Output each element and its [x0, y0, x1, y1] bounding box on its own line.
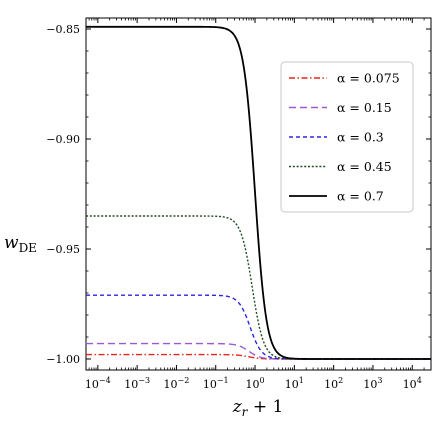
x-tick-label: 104 — [403, 376, 422, 391]
y-tick-label: −0.85 — [46, 23, 80, 36]
y-tick-label: −0.95 — [46, 243, 80, 256]
series-layer — [86, 25, 431, 360]
x-tick-label: 10−4 — [85, 376, 111, 391]
legend-label: α = 0.075 — [337, 71, 400, 86]
series-line — [86, 342, 431, 360]
legend: α = 0.075 α = 0.15 α = 0.3 α = 0.45 α = 0.7 — [280, 61, 414, 213]
legend-items: α = 0.075 α = 0.15 α = 0.3 α = 0.45 α = 0.7 — [289, 71, 400, 204]
x-axis-ticks: 10−4 10−3 10−2 10−1 100 101 102 103 104 — [85, 18, 432, 391]
legend-label: α = 0.15 — [337, 100, 392, 115]
legend-label: α = 0.45 — [337, 159, 392, 174]
legend-label: α = 0.7 — [337, 189, 384, 204]
series-line — [86, 25, 431, 360]
plot-frame — [85, 17, 432, 371]
x-axis-label: zr + 1 — [232, 397, 284, 419]
legend-box — [280, 61, 414, 213]
y-tick-label: −1.00 — [46, 353, 80, 366]
x-tick-label: 10−2 — [164, 376, 190, 391]
x-tick-label: 101 — [285, 376, 304, 391]
series-line — [86, 294, 431, 360]
x-tick-label: 10−1 — [203, 376, 229, 391]
x-tick-label: 100 — [245, 376, 264, 391]
x-tick-label: 102 — [324, 376, 343, 391]
y-axis-ticks: −0.85 −0.90 −0.95 −1.00 — [46, 23, 431, 366]
legend-label: α = 0.3 — [337, 130, 384, 145]
y-axis-label: wDE — [4, 233, 37, 255]
x-tick-label: 103 — [363, 376, 382, 391]
plot-area: 10−4 10−3 10−2 10−1 100 101 102 103 104 −0.85−0.… — [46, 17, 432, 391]
x-tick-label: 10−3 — [124, 376, 150, 391]
y-tick-label: −0.90 — [46, 133, 80, 146]
